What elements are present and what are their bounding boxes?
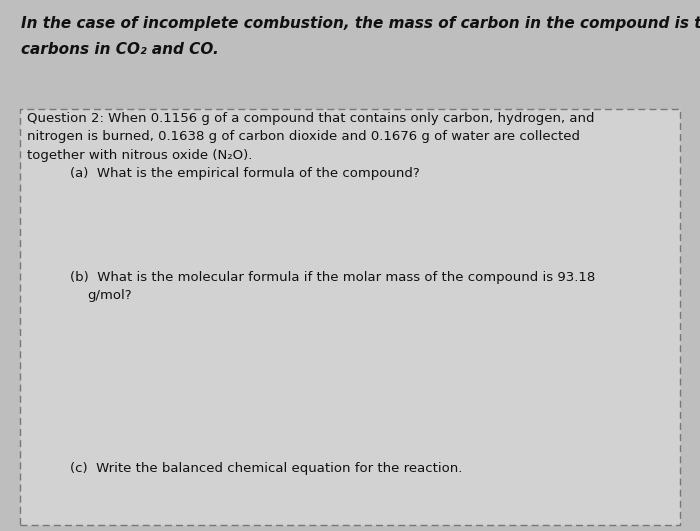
Text: In the case of incomplete combustion, the mass of carbon in the compound is the : In the case of incomplete combustion, th…	[21, 16, 700, 31]
Text: (a)  What is the empirical formula of the compound?: (a) What is the empirical formula of the…	[70, 167, 420, 179]
Text: (c)  Write the balanced chemical equation for the reaction.: (c) Write the balanced chemical equation…	[70, 462, 463, 475]
FancyBboxPatch shape	[20, 109, 680, 525]
Text: nitrogen is burned, 0.1638 g of carbon dioxide and 0.1676 g of water are collect: nitrogen is burned, 0.1638 g of carbon d…	[27, 130, 580, 143]
Text: together with nitrous oxide (N₂O).: together with nitrous oxide (N₂O).	[27, 149, 252, 161]
Text: g/mol?: g/mol?	[88, 289, 132, 302]
Text: Question 2: When 0.1156 g of a compound that contains only carbon, hydrogen, and: Question 2: When 0.1156 g of a compound …	[27, 112, 594, 124]
Text: carbons in CO₂ and CO.: carbons in CO₂ and CO.	[21, 42, 218, 57]
Text: (b)  What is the molecular formula if the molar mass of the compound is 93.18: (b) What is the molecular formula if the…	[70, 271, 595, 284]
